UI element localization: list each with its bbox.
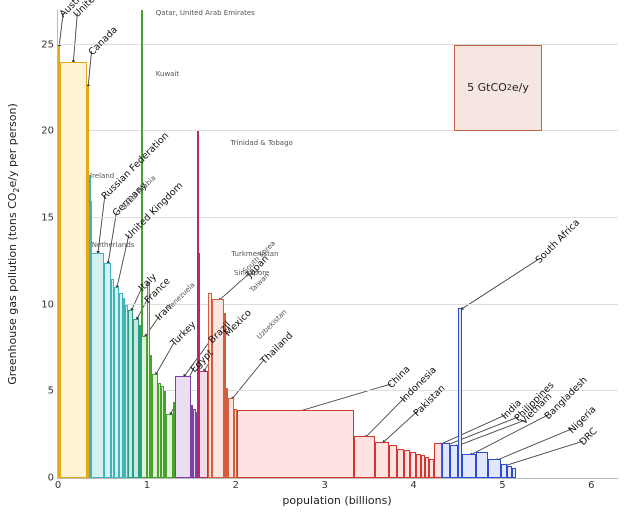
- country-label: Kuwait: [156, 71, 179, 78]
- country-bar: [175, 376, 192, 478]
- country-bar: [375, 442, 389, 478]
- x-tick-label: 4: [410, 478, 416, 491]
- country-label: South Africa: [534, 218, 582, 266]
- country-label: Netherlands: [92, 242, 135, 249]
- country-bar: [442, 443, 450, 478]
- country-bar: [60, 62, 87, 478]
- country-label: Qatar, United Arab Emirates: [156, 10, 255, 17]
- x-tick-label: 0: [55, 478, 61, 491]
- country-bar: [237, 410, 354, 478]
- country-bar: [91, 253, 104, 478]
- chart-canvas: 051015202501234565 GtCO2e/yAustraliaUnit…: [0, 0, 640, 517]
- legend-area-box: 5 GtCO2e/y: [454, 45, 543, 132]
- y-tick-label: 25: [41, 39, 58, 50]
- country-label: Canada: [87, 25, 119, 57]
- y-tick-label: 5: [48, 386, 58, 397]
- x-tick-label: 1: [144, 478, 150, 491]
- country-label: Venezuela: [166, 281, 196, 311]
- country-bar: [389, 445, 397, 478]
- country-bar: [166, 414, 173, 478]
- y-tick-label: 20: [41, 126, 58, 137]
- country-bar: [152, 374, 159, 478]
- x-tick-label: 6: [588, 478, 594, 491]
- country-bar: [434, 443, 442, 478]
- country-bar: [397, 449, 404, 478]
- country-label: Turkey: [170, 320, 199, 349]
- country-bar: [462, 454, 476, 478]
- country-bar: [488, 459, 501, 478]
- y-axis-title: Greenhouse gas pollution (tons CO2e/y pe…: [6, 103, 21, 385]
- country-bar: [199, 371, 208, 478]
- country-label: Trinidad & Tobago: [230, 140, 292, 147]
- x-tick-label: 3: [321, 478, 327, 491]
- country-label: United States of America: [73, 0, 164, 20]
- country-bar: [354, 436, 375, 478]
- country-bar: [104, 263, 111, 478]
- country-bar: [476, 452, 488, 478]
- country-label: DRC: [578, 427, 599, 448]
- x-tick-label: 5: [499, 478, 505, 491]
- y-tick-label: 15: [41, 213, 58, 224]
- country-bar: [458, 308, 462, 478]
- plot-area: 051015202501234565 GtCO2e/yAustraliaUnit…: [57, 10, 618, 479]
- country-bar: [512, 468, 516, 478]
- y-tick-label: 10: [41, 299, 58, 310]
- country-label: Ireland: [90, 173, 114, 180]
- x-axis-title: population (billions): [282, 494, 391, 507]
- country-bar: [450, 445, 458, 478]
- x-tick-label: 2: [233, 478, 239, 491]
